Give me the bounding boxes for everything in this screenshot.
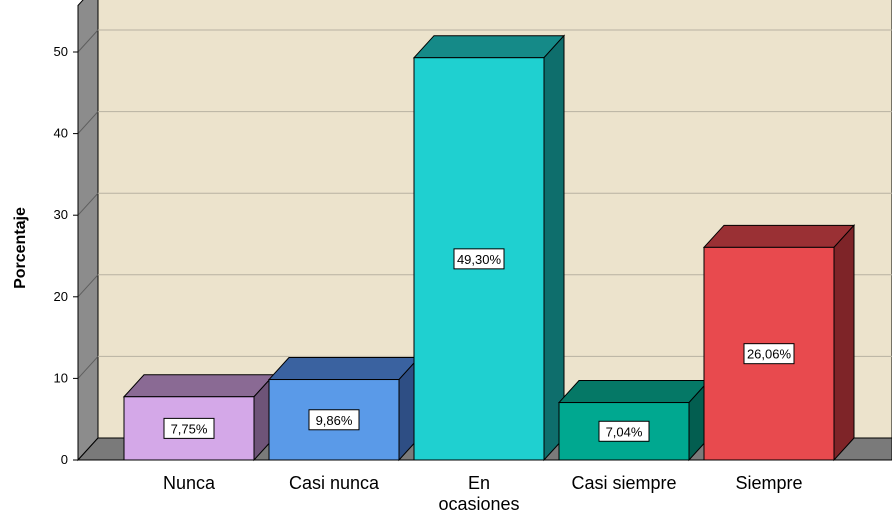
data-label: 26,06%: [743, 343, 795, 365]
data-label-text: 49,30%: [457, 252, 502, 267]
y-tick-label: 30: [54, 207, 68, 222]
data-label: 49,30%: [453, 248, 505, 270]
bar-top: [412, 35, 566, 59]
data-label: 7,04%: [598, 420, 650, 442]
x-axis: Nunca Casi nunca En ocasiones Casi siempre Si…: [163, 473, 803, 513]
bar-side: [543, 34, 565, 462]
y-tick-label: 0: [61, 452, 68, 467]
data-label-box: [163, 417, 215, 439]
x-tick-label: Casi siempre: [571, 473, 676, 493]
data-label: 7,75%: [163, 417, 215, 439]
bar: [122, 373, 276, 462]
gridline-side: [77, 356, 99, 379]
gridline-side: [77, 29, 99, 53]
data-label-box: [453, 248, 505, 270]
bar-top: [702, 224, 856, 248]
bars: [122, 34, 856, 462]
bar-side: [833, 224, 855, 462]
y-tick-label: 50: [54, 44, 68, 59]
data-labels: 7,75% 9,86% 49,30% 7,04% 26,06%: [163, 248, 795, 442]
bar: [267, 356, 421, 462]
bar: [557, 379, 711, 462]
y-tick-label: 40: [54, 126, 68, 141]
x-tick-label: Casi nunca: [289, 473, 380, 493]
data-label-text: 9,86%: [316, 413, 353, 428]
bar-top: [557, 380, 711, 404]
data-label-text: 7,75%: [171, 421, 208, 436]
x-tick-label: En ocasiones: [438, 473, 519, 513]
data-label-box: [743, 343, 795, 365]
y-tick-label: 10: [54, 370, 68, 385]
bar: [412, 34, 566, 462]
x-tick-label: Siempre: [735, 473, 802, 493]
y-axis: 0 10 20 30 40 50: [54, 5, 79, 467]
data-label-box: [308, 409, 360, 431]
bar-top: [267, 357, 421, 381]
left-wall: [77, 0, 99, 462]
bar-top: [122, 374, 276, 398]
data-label-box: [598, 420, 650, 442]
y-tick-label: 20: [54, 289, 68, 304]
data-label-text: 26,06%: [747, 347, 792, 362]
y-axis-title: Porcentaje: [12, 207, 29, 289]
bar: [702, 224, 856, 462]
gridline-side: [77, 274, 99, 298]
data-label-text: 7,04%: [606, 424, 643, 439]
data-label: 9,86%: [308, 409, 360, 431]
gridline-side: [77, 111, 99, 134]
x-tick-label: Nunca: [163, 473, 216, 493]
gridline-side: [77, 192, 99, 216]
